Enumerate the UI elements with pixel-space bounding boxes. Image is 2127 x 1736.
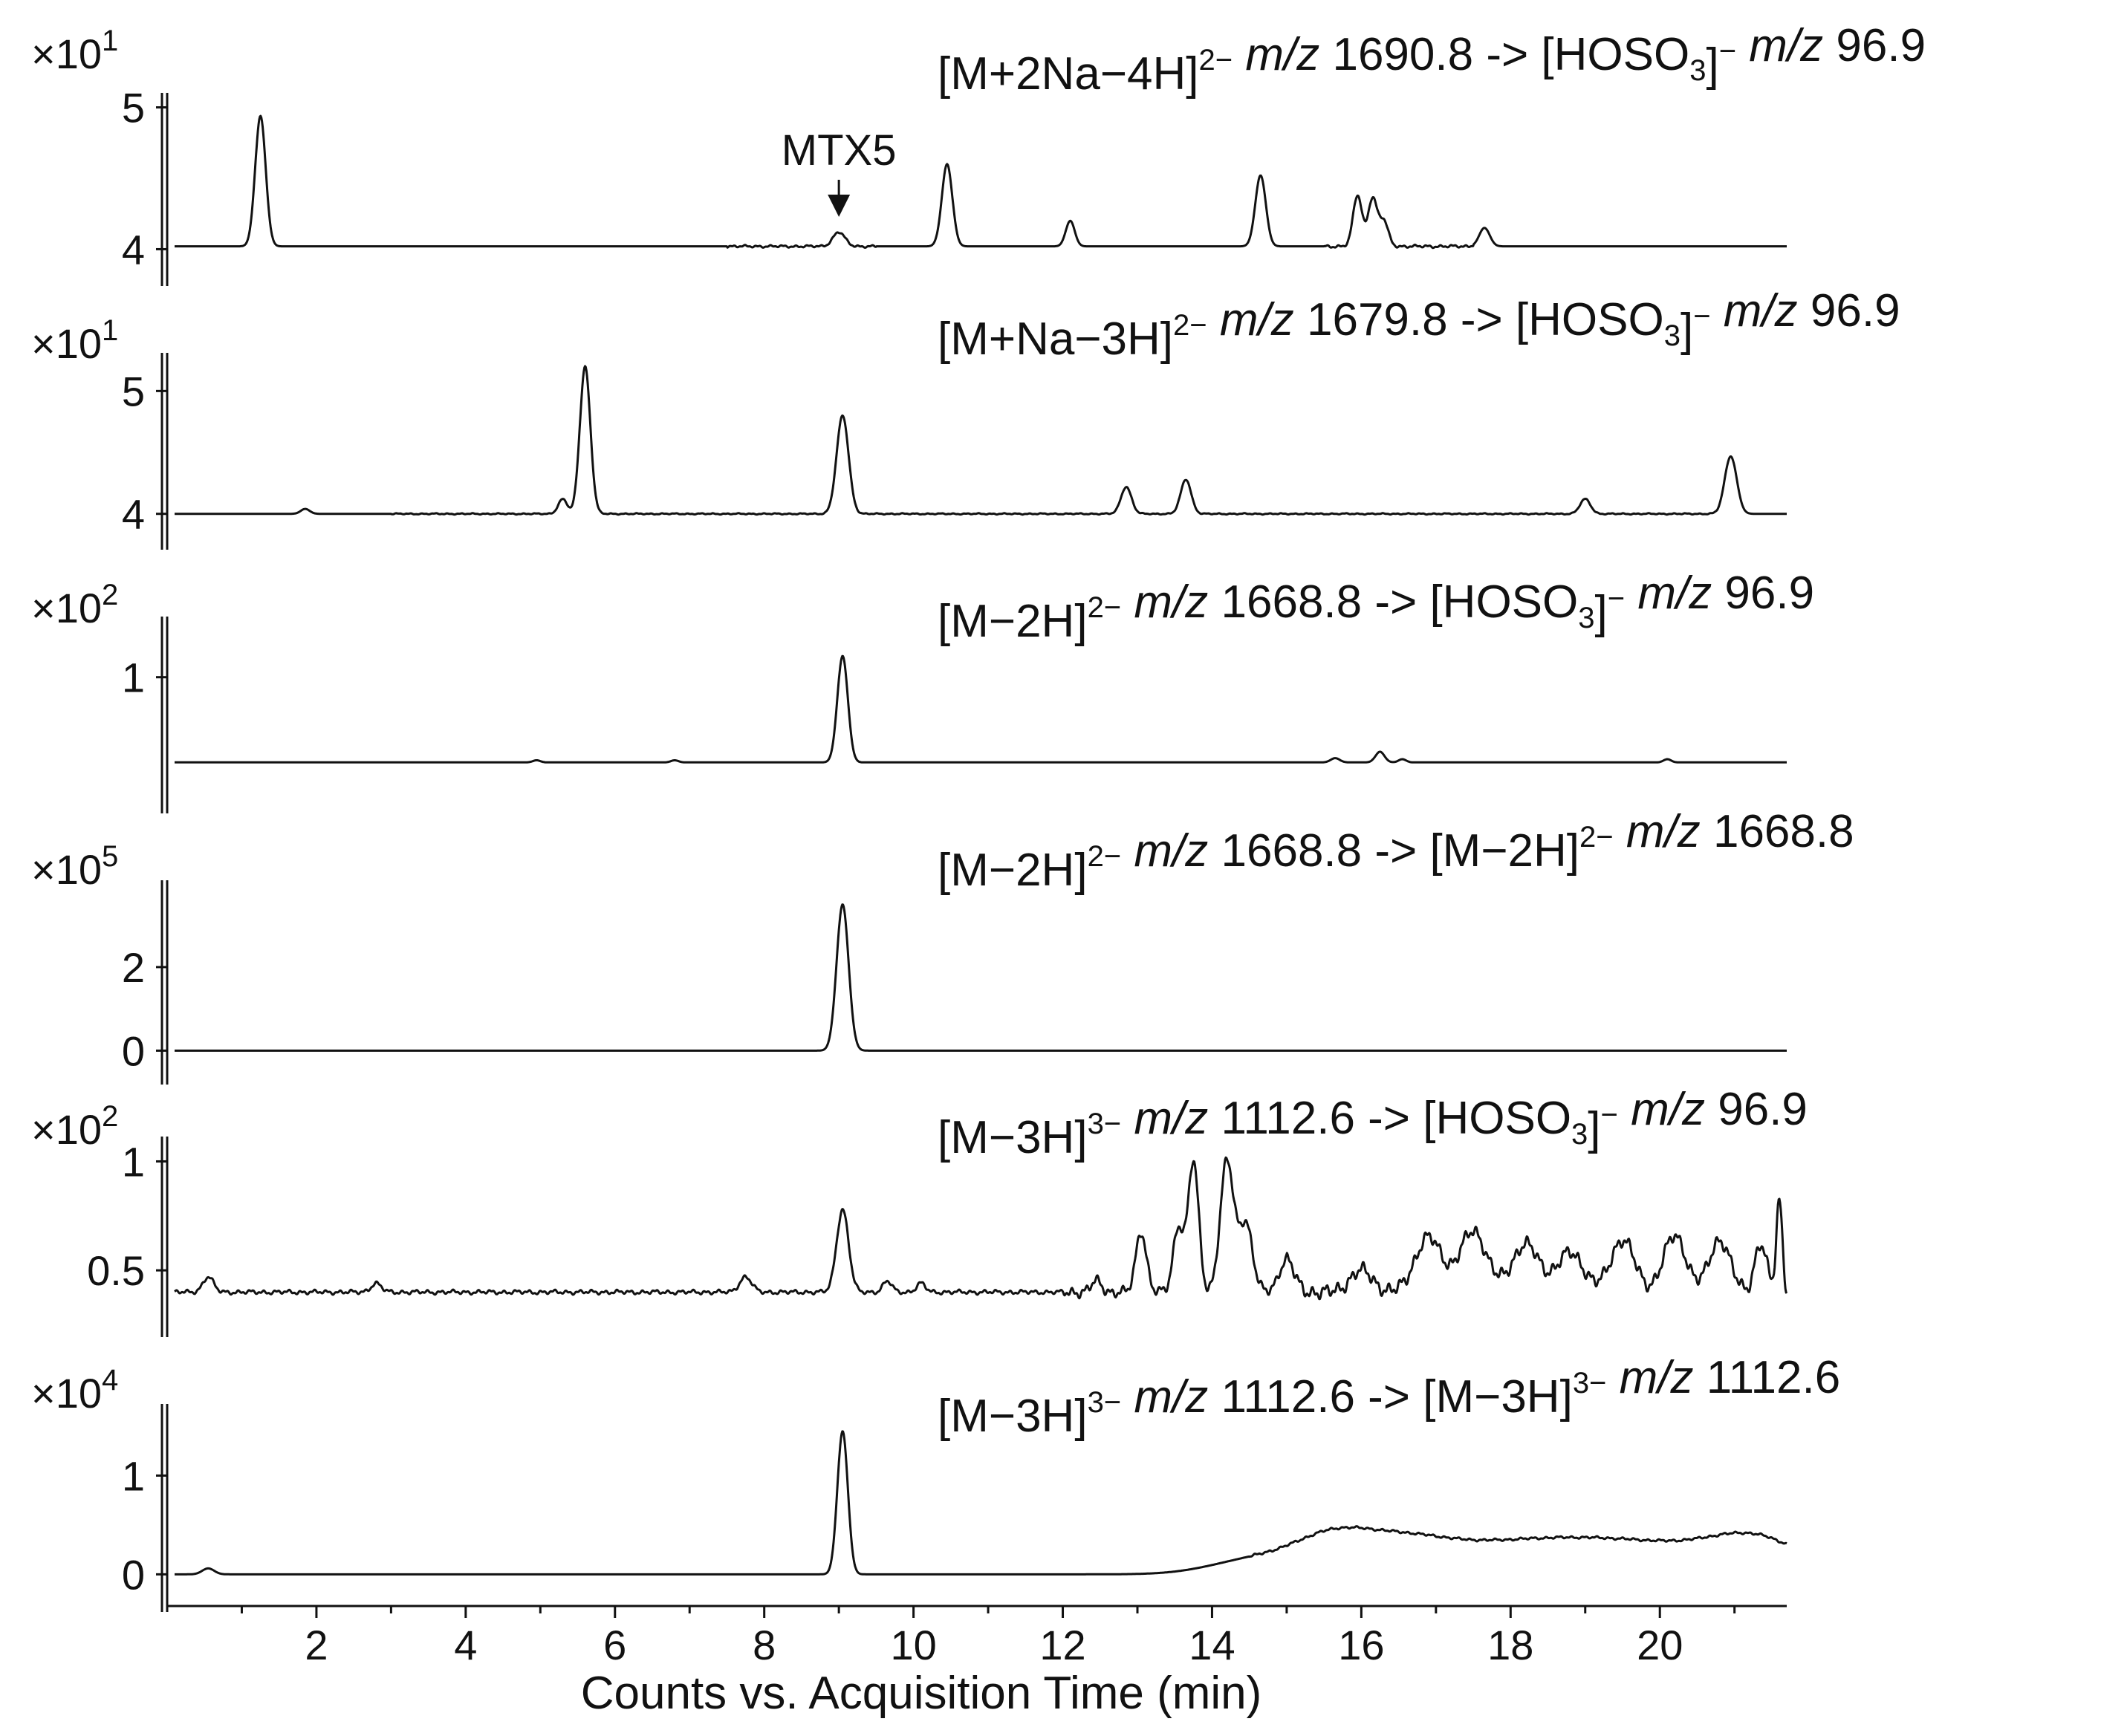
y-tick-label: 0.5: [87, 1247, 145, 1294]
scale-factor-label: ×102: [31, 579, 118, 631]
transition-title: [M−2H]2− m/z 1668.8 -> [HOSO3]− m/z 96.9: [938, 568, 1814, 647]
y-tick-label: 0: [122, 1551, 145, 1598]
scale-factor-label: ×105: [31, 840, 118, 893]
chromatogram-trace: [174, 365, 1787, 516]
chromatogram-trace: [174, 114, 1787, 250]
mtx5-annotation: MTX5: [782, 126, 897, 217]
y-tick-label: 1: [122, 1138, 145, 1185]
y-tick-label: 2: [122, 944, 145, 991]
transition-title: [M−3H]3− m/z 1112.6 -> [M−3H]3− m/z 1112…: [938, 1352, 1840, 1442]
scale-factor-label: ×102: [31, 1100, 118, 1153]
x-tick-label: 12: [1039, 1622, 1085, 1668]
y-tick-label: 1: [122, 1452, 145, 1499]
y-tick-label: 0: [122, 1027, 145, 1074]
chromatogram-panel: ×105 0 2 [M−2H]2− m/z 1668.8 -> [M−2H]2− m/…: [31, 806, 1854, 1085]
chromatogram-panel: ×101 4 5 [M+2Na−4H]2− m/z 1690.8 -> [HOSO3]…: [31, 20, 1926, 286]
x-tick-label: 4: [454, 1622, 477, 1668]
y-tick-label: 4: [122, 226, 145, 273]
chromatogram-trace: [174, 1430, 1787, 1576]
y-tick-label: 4: [122, 491, 145, 538]
x-tick-label: 16: [1338, 1622, 1384, 1668]
y-tick-label: 1: [122, 654, 145, 701]
chromatogram-trace: [174, 903, 1787, 1052]
x-axis: 2 4 6 8 10 12 14 16 18 20: [167, 1605, 1787, 1668]
mtx5-arrow-head: [828, 195, 851, 217]
transition-title: [M−2H]2− m/z 1668.8 -> [M−2H]2− m/z 1668…: [938, 806, 1854, 896]
x-axis-title: Counts vs. Acquisition Time (min): [581, 1668, 1262, 1719]
x-tick-label: 2: [305, 1622, 328, 1668]
chromatogram-trace: [174, 654, 1787, 764]
x-tick-label: 14: [1189, 1622, 1235, 1668]
chromatogram-trace: [174, 1156, 1788, 1301]
x-tick-label: 8: [753, 1622, 776, 1668]
transition-title: [M+Na−3H]2− m/z 1679.8 -> [HOSO3]− m/z 9…: [938, 285, 1900, 365]
x-tick-label: 10: [890, 1622, 936, 1668]
y-tick-label: 5: [122, 368, 145, 415]
x-tick-label: 20: [1637, 1622, 1683, 1668]
x-tick-label: 6: [603, 1622, 626, 1668]
x-tick-label: 18: [1487, 1622, 1533, 1668]
scale-factor-label: ×104: [31, 1364, 118, 1417]
chromatogram-panel: ×104 0 1 [M−3H]3− m/z 1112.6 -> [M−3H]3− m/…: [31, 1352, 1840, 1612]
chromatogram-panel: ×101 4 5 [M+Na−3H]2− m/z 1679.8 -> [HOSO3]−…: [31, 285, 1900, 550]
mtx5-label: MTX5: [782, 126, 897, 175]
y-tick-label: 5: [122, 85, 145, 131]
chromatogram-panel: ×102 0.5 1 [M−3H]3− m/z 1112.6 -> [HOSO3]− …: [31, 1084, 1808, 1337]
transition-title: [M+2Na−4H]2− m/z 1690.8 -> [HOSO3]− m/z …: [938, 20, 1926, 100]
scale-factor-label: ×101: [31, 314, 118, 367]
transition-title: [M−3H]3− m/z 1112.6 -> [HOSO3]− m/z 96.9: [938, 1084, 1808, 1163]
scale-factor-label: ×101: [31, 25, 118, 77]
